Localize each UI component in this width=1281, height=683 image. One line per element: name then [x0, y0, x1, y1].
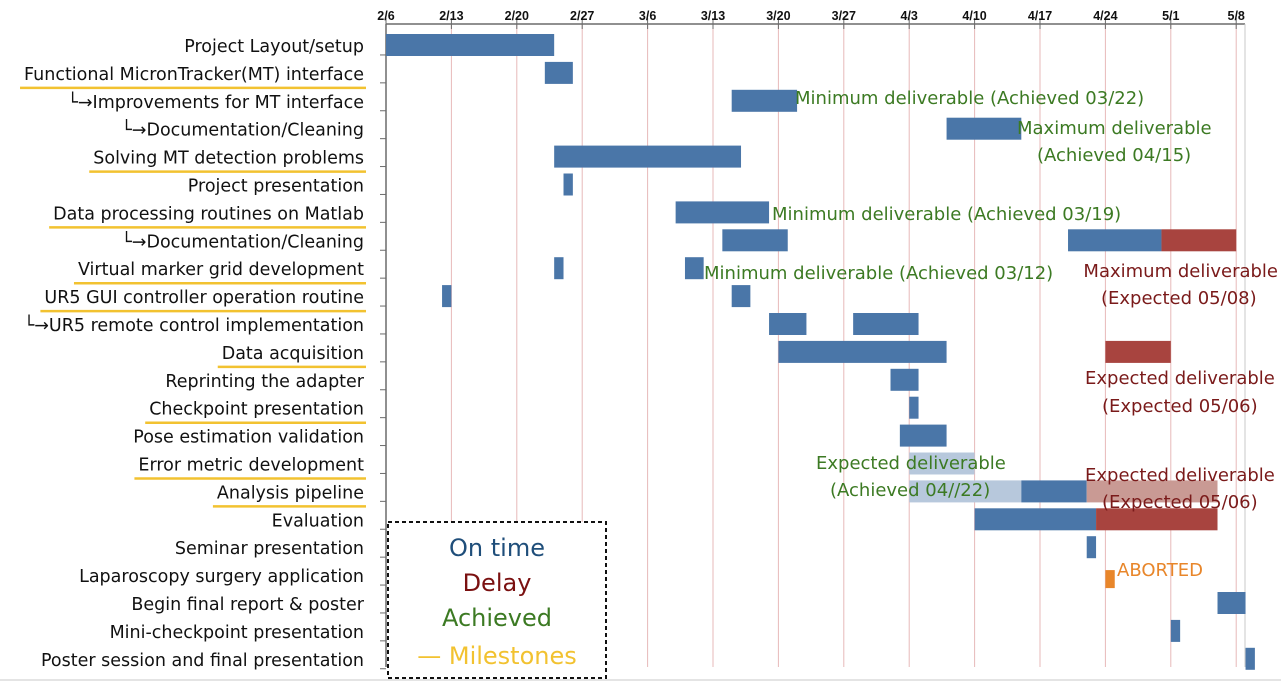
task-label: Virtual marker grid development	[78, 260, 364, 280]
x-tick-label: 3/27	[832, 9, 856, 23]
task-bar-on-time	[778, 340, 947, 363]
task-bar-on-time	[1068, 229, 1162, 252]
task-bar-on-time	[1021, 480, 1087, 503]
annotation-label: (Achieved 04/15)	[1037, 145, 1191, 166]
task-label: Checkpoint presentation	[149, 400, 364, 420]
annotation-label: (Expected 05/08)	[1101, 288, 1257, 309]
x-tick-label: 2/20	[505, 9, 529, 23]
annotation-label: Expected deliverable	[816, 453, 1006, 474]
task-label: Error metric development	[138, 456, 364, 476]
x-tick-label: 5/8	[1228, 9, 1245, 23]
task-label: Poster session and final presentation	[41, 651, 364, 671]
task-bar-aborted	[1105, 570, 1115, 589]
task-bar-on-time	[853, 313, 919, 335]
legend-entry: — Milestones	[417, 642, 577, 670]
task-bar-on-time	[909, 396, 919, 419]
task-label: Pose estimation validation	[133, 428, 364, 448]
annotation-label: Maximum deliverable	[1017, 118, 1212, 139]
annotation-label: (Achieved 04//22)	[830, 480, 990, 501]
task-bar-on-time	[554, 257, 564, 280]
task-label: Begin final report & poster	[131, 595, 364, 615]
task-bar-on-time	[1170, 619, 1181, 642]
annotation-label: Maximum deliverable	[1083, 261, 1278, 282]
x-tick-label: 2/6	[377, 9, 394, 23]
task-bars	[386, 34, 1255, 670]
task-bar-on-time	[684, 257, 704, 280]
x-tick-label: 2/13	[439, 9, 463, 23]
task-label: Functional MicronTracker(MT) interface	[24, 65, 364, 85]
task-label: Solving MT detection problems	[93, 149, 364, 169]
x-tick-label: 2/27	[570, 9, 594, 23]
annotation-label: Expected deliverable	[1085, 368, 1275, 389]
x-tick-label: 4/17	[1028, 9, 1052, 23]
task-bar-delay	[1096, 508, 1218, 531]
task-bar-on-time	[1086, 536, 1097, 559]
annotations: Minimum deliverable (Achieved 03/22) Maxi…	[704, 88, 1278, 581]
legend-entry: On time	[449, 534, 545, 562]
task-bar-on-time	[1217, 592, 1246, 614]
task-label: Data acquisition	[222, 344, 364, 364]
x-tick-label: 4/3	[901, 9, 918, 23]
legend-entry: Delay	[463, 569, 532, 597]
task-label: Mini-checkpoint presentation	[110, 623, 364, 643]
legend: On time Delay Achieved — Milestones	[387, 521, 607, 679]
annotation-label: Minimum deliverable (Achieved 03/12)	[704, 263, 1053, 284]
task-label: └→Improvements for MT interface	[67, 91, 364, 113]
task-label: └→Documentation/Cleaning	[121, 119, 364, 141]
task-label: Reprinting the adapter	[165, 372, 364, 392]
task-bar-on-time	[675, 201, 770, 224]
annotation-label: Expected deliverable	[1085, 465, 1275, 486]
task-bar-delay	[1105, 340, 1171, 363]
task-bar-on-time	[442, 285, 452, 308]
task-labels: Project Layout/setup Functional MicronTra…	[20, 37, 366, 671]
task-label: └→UR5 remote control implementation	[24, 314, 364, 336]
task-label: Project Layout/setup	[184, 37, 364, 57]
axis: 2/6 2/13 2/20 2/27 3/6 3/13 3/20 3/27 4/3 4/10 4/1…	[0, 9, 1281, 681]
task-label: Evaluation	[272, 511, 364, 531]
task-bar-faded	[909, 452, 975, 475]
task-label: Laparoscopy surgery application	[79, 567, 364, 587]
task-bar-on-time	[544, 61, 573, 84]
annotation-label: (Expected 05/06)	[1102, 396, 1258, 417]
x-tick-label: 3/13	[701, 9, 725, 23]
task-bar-on-time	[731, 285, 751, 308]
task-bar-delay	[1161, 229, 1237, 252]
task-bar-on-time	[554, 145, 742, 168]
task-bar-on-time	[946, 117, 1022, 140]
x-tick-label: 3/20	[766, 9, 790, 23]
task-label: Seminar presentation	[175, 539, 364, 559]
legend-entry: Achieved	[442, 604, 552, 632]
task-bar-on-time	[899, 424, 947, 447]
annotation-label: (Expected 05/06)	[1102, 492, 1258, 513]
annotation-label: Minimum deliverable (Achieved 03/22)	[795, 88, 1144, 109]
task-bar-on-time	[1245, 647, 1255, 670]
task-bar-on-time	[769, 313, 807, 335]
task-label: Analysis pipeline	[217, 483, 364, 503]
task-bar-on-time	[722, 229, 788, 252]
task-bar-on-time	[386, 34, 555, 56]
x-tick-label: 5/1	[1162, 9, 1179, 23]
task-bar-faded	[909, 480, 1022, 503]
task-label: Project presentation	[188, 177, 364, 197]
task-label: Data processing routines on Matlab	[53, 204, 364, 224]
annotation-label: Minimum deliverable (Achieved 03/19)	[772, 204, 1121, 225]
x-tick-label: 4/10	[962, 9, 986, 23]
annotation-label: ABORTED	[1117, 560, 1203, 581]
legend-box	[387, 521, 607, 679]
task-bar-on-time	[563, 173, 573, 196]
task-label: UR5 GUI controller operation routine	[44, 288, 364, 308]
task-bar-on-time	[731, 89, 798, 112]
x-tick-label: 4/24	[1093, 9, 1117, 23]
task-label: └→Documentation/Cleaning	[121, 230, 364, 252]
task-bar-on-time	[890, 368, 919, 391]
task-bar-on-time	[974, 508, 1097, 531]
x-tick-label: 3/6	[639, 9, 656, 23]
task-bar-faded-delay	[1086, 480, 1218, 503]
